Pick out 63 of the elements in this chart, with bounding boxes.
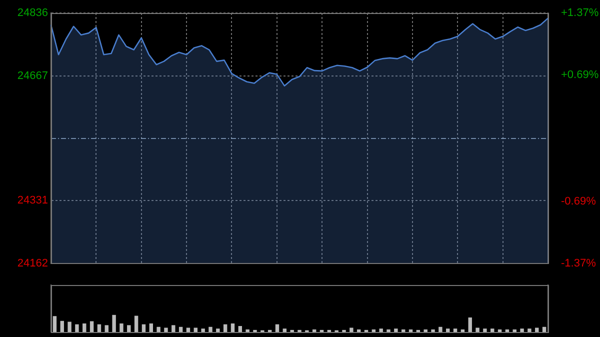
bar [201, 328, 205, 332]
bar [312, 329, 316, 332]
bar [172, 325, 176, 332]
bar [282, 328, 287, 332]
bar [75, 324, 79, 332]
bar [350, 328, 354, 332]
bar [498, 329, 502, 332]
bar [216, 328, 220, 332]
bar [120, 323, 124, 332]
bar [431, 329, 435, 332]
bar [112, 314, 116, 332]
y-tick-label: 24667 [17, 70, 48, 82]
bar [483, 328, 487, 332]
bar [68, 322, 72, 332]
bar [164, 328, 168, 332]
y-tick-label: 24836 [17, 7, 48, 20]
bar [424, 329, 428, 332]
bar [194, 328, 198, 332]
bar [520, 328, 524, 332]
bar [446, 328, 450, 332]
bar [230, 323, 235, 332]
bar [490, 328, 494, 332]
bar [379, 328, 383, 332]
bar [134, 316, 138, 332]
bar [512, 329, 516, 332]
y-tick-label: 24162 [17, 257, 48, 270]
bar [208, 326, 212, 332]
bar [468, 317, 472, 332]
bar [460, 329, 465, 332]
y2-tick-label: -0.69% [561, 195, 596, 208]
bar [386, 329, 390, 332]
bar [238, 326, 242, 332]
bar [60, 320, 64, 332]
bar [438, 326, 442, 332]
y2-tick-label: +0.69% [561, 69, 599, 82]
y2-tick-label: -1.37% [561, 257, 596, 270]
bar [90, 321, 94, 332]
bar [542, 326, 546, 332]
bar [476, 328, 480, 332]
bar [149, 323, 153, 332]
bar [275, 324, 280, 332]
bar [372, 329, 376, 332]
bar [453, 328, 458, 332]
bar [127, 325, 131, 332]
bar [505, 329, 510, 332]
bar [104, 325, 108, 332]
y2-tick-label: +1.37% [561, 7, 599, 20]
bar [394, 328, 398, 332]
y-tick-label: 24331 [17, 194, 48, 207]
bar [52, 316, 57, 332]
bar [178, 326, 183, 332]
bar [535, 328, 539, 332]
bar [528, 328, 532, 332]
bar [97, 324, 102, 332]
bar [142, 324, 146, 332]
bar [408, 329, 413, 332]
bar [356, 329, 361, 332]
bar [82, 323, 86, 332]
bar [246, 329, 250, 332]
bar [156, 326, 160, 332]
bar [186, 328, 190, 332]
bar [401, 329, 406, 332]
bar [223, 324, 228, 332]
